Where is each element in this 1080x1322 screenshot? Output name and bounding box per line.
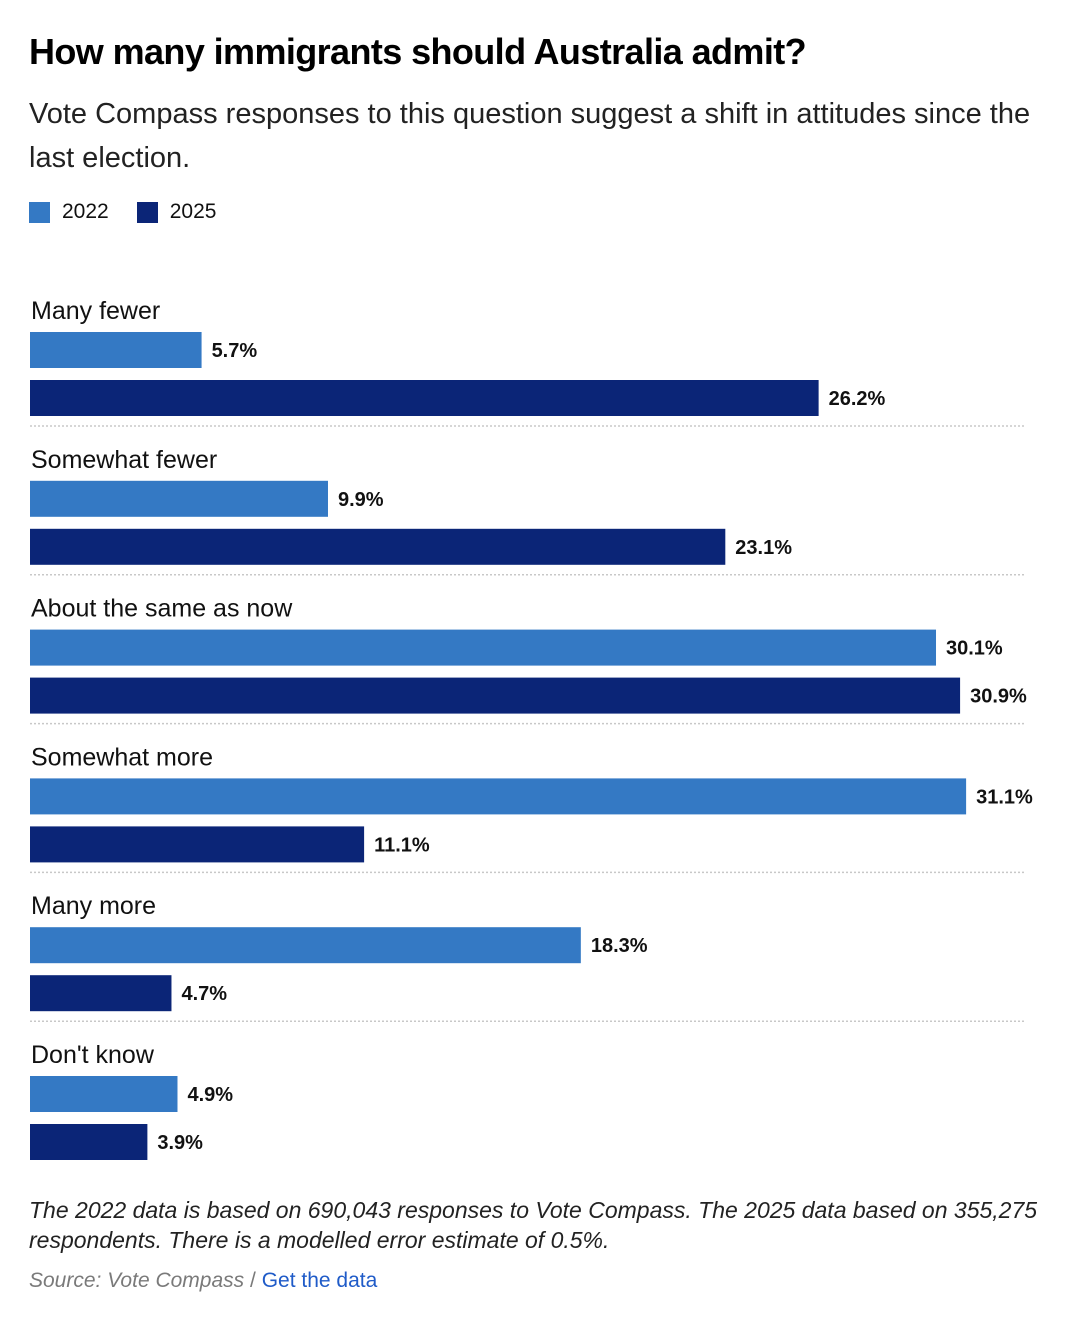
legend: 2022 2025 (29, 198, 244, 226)
chart-subtitle: Vote Compass responses to this question … (29, 98, 1031, 174)
value-label-don-t-know-2022: 4.9% (187, 1084, 233, 1106)
legend-item-2025: 2025 (136, 198, 217, 226)
category-label-about-the-same-as-now: About the same as now (31, 595, 293, 623)
legend-swatch-2025 (136, 201, 158, 223)
bar-somewhat-fewer-2022 (30, 480, 328, 517)
bar-about-the-same-as-now-2025 (30, 677, 961, 714)
value-label-somewhat-fewer-2025: 23.1% (735, 537, 792, 559)
legend-label-2025: 2025 (169, 200, 217, 223)
value-label-about-the-same-as-now-2025: 30.9% (970, 686, 1027, 708)
value-label-many-fewer-2022: 5.7% (212, 340, 258, 362)
bar-somewhat-fewer-2025 (30, 528, 726, 565)
category-label-somewhat-more: Somewhat more (31, 743, 213, 771)
value-label-many-more-2022: 18.3% (591, 935, 648, 957)
category-label-somewhat-fewer: Somewhat fewer (31, 446, 217, 474)
bar-don-t-know-2025 (30, 1124, 148, 1160)
bar-about-the-same-as-now-2022 (30, 629, 937, 666)
source-text: Source: Vote Compass (29, 1269, 245, 1292)
legend-item-2022: 2022 (29, 198, 109, 226)
source-separator: / (244, 1269, 262, 1292)
value-label-somewhat-fewer-2022: 9.9% (338, 489, 384, 511)
bar-somewhat-more-2025 (30, 826, 365, 863)
bar-many-fewer-2025 (30, 380, 819, 416)
bar-many-more-2025 (30, 975, 172, 1012)
category-label-many-more: Many more (31, 892, 156, 920)
bar-don-t-know-2022 (30, 1076, 178, 1112)
value-label-many-more-2025: 4.7% (181, 983, 227, 1005)
bar-somewhat-more-2022 (30, 778, 967, 815)
legend-swatch-2022 (29, 201, 50, 223)
value-label-don-t-know-2025: 3.9% (157, 1132, 203, 1154)
legend-label-2022: 2022 (62, 200, 109, 223)
value-label-about-the-same-as-now-2022: 30.1% (946, 638, 1003, 660)
value-label-somewhat-more-2025: 11.1% (374, 834, 430, 856)
source-line: Source: Vote Compass / Get the data (29, 1266, 377, 1296)
bar-many-fewer-2022 (30, 332, 202, 368)
value-label-somewhat-more-2022: 31.1% (976, 786, 1033, 808)
footnote: The 2022 data is based on 690,043 respon… (29, 1197, 1038, 1253)
chart-title: How many immigrants should Australia adm… (29, 31, 807, 72)
get-the-data-link[interactable]: Get the data (261, 1269, 378, 1292)
value-label-many-fewer-2025: 26.2% (829, 388, 886, 410)
category-label-don-t-know: Don't know (31, 1041, 155, 1069)
category-label-many-fewer: Many fewer (31, 297, 160, 325)
bar-many-more-2022 (30, 927, 581, 964)
bar-chart: Many fewer 5.7% 26.2% Somewhat fewer 9.9% 23.… (30, 297, 1033, 1160)
